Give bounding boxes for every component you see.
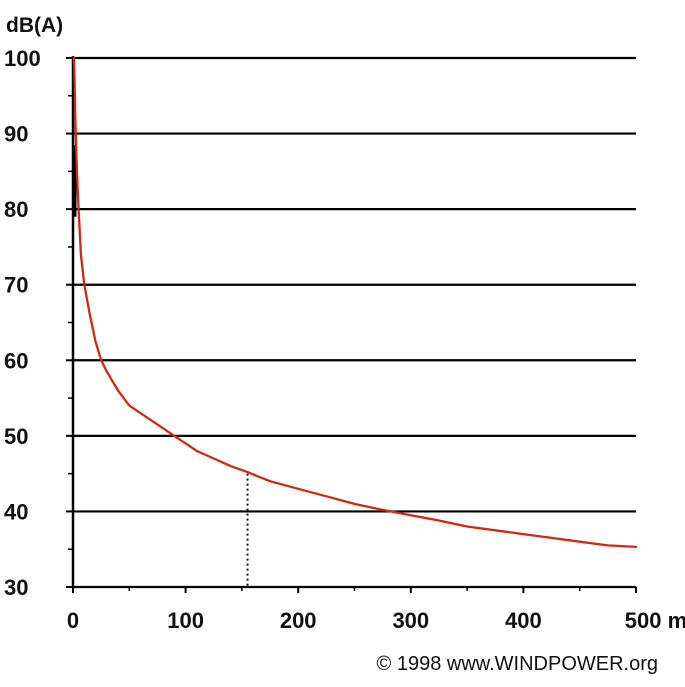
x-tick-labels: 0 100 200 300 400 500 m [67, 608, 685, 633]
series [72, 56, 638, 549]
y-tick-label-40: 40 [4, 499, 28, 524]
axes [66, 56, 637, 593]
y-tick-label-100: 100 [4, 46, 41, 71]
y-axis-title: dB(A) [6, 14, 63, 37]
y-tick-label-80: 80 [4, 197, 28, 222]
x-tick-label-200: 200 [280, 608, 317, 633]
gridlines [73, 56, 636, 589]
y-tick-label-90: 90 [4, 122, 28, 147]
x-tick-label-400: 400 [505, 608, 542, 633]
x-tick-label-300: 300 [392, 608, 429, 633]
x-tick-label-0: 0 [67, 608, 79, 633]
y-tick-label-70: 70 [4, 273, 28, 298]
y-tick-label-50: 50 [4, 424, 28, 449]
series-line-0 [72, 56, 638, 549]
y-tick-labels: 30 40 50 60 70 80 90 100 [4, 46, 41, 600]
x-tick-label-100: 100 [167, 608, 204, 633]
y-tick-label-60: 60 [4, 348, 28, 373]
copyright-credit: © 1998 www.WINDPOWER.org [377, 653, 658, 675]
x-tick-label-500: 500 m [625, 608, 685, 633]
y-tick-label-30: 30 [4, 575, 28, 600]
